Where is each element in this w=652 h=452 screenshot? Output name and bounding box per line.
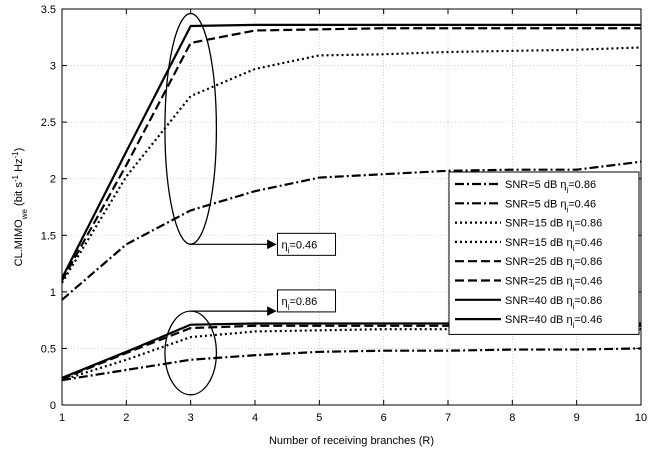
x-tick-label: 9 — [574, 412, 580, 424]
y-tick-label: 3.5 — [41, 4, 56, 16]
y-tick-label: 1 — [50, 287, 56, 299]
legend: SNR=5 dB ηi=0.86 SNR=5 dB ηi=0.46 SNR=15 d… — [448, 171, 640, 335]
x-tick-label: 2 — [123, 412, 129, 424]
series-line-3 — [61, 328, 641, 382]
series-line-6 — [61, 27, 641, 282]
y-tick-label: 0.5 — [41, 343, 56, 355]
y-tick-label: 1.5 — [41, 230, 56, 242]
series-line-2 — [61, 160, 642, 301]
x-tick-label: 10 — [635, 412, 647, 424]
annotation-box-1 — [277, 232, 337, 256]
axis-ticks: 1 2 3 4 5 6 7 8 9 10 0 0.5 1 1.5 2 2.5 3 3.5 — [41, 4, 647, 424]
legend-label-2: SNR=5 dB ηi=0.46 — [505, 198, 596, 214]
legend-label-5: SNR=25 dB ηi=0.86 — [505, 256, 602, 272]
x-tick-label: 1 — [59, 412, 65, 424]
y-axis-label: CL.MIMOwe (bit s-1 Hz-1) — [11, 148, 29, 267]
legend-label-7: SNR=40 dB ηi=0.86 — [505, 295, 602, 311]
y-tick-label: 2 — [50, 174, 56, 186]
series-line-5 — [61, 324, 641, 380]
series-line-1 — [61, 347, 642, 382]
legend-label-8: SNR=40 dB ηi=0.46 — [505, 314, 602, 330]
annotation-box-2 — [277, 289, 337, 313]
legend-label-1: SNR=5 dB ηi=0.86 — [505, 179, 596, 195]
series-line-4 — [61, 46, 642, 284]
annotation-layer: ηi=0.46 ηi=0.86 — [164, 12, 337, 396]
annotation-label-1: ηi=0.46 — [282, 239, 318, 255]
y-tick-label: 3 — [50, 61, 56, 73]
x-tick-label: 8 — [509, 412, 515, 424]
x-axis-label: Number of receiving branches (R) — [269, 435, 434, 447]
annotation-label-2: ηi=0.86 — [282, 296, 318, 312]
x-tick-label: 6 — [381, 412, 387, 424]
plot-frame — [61, 8, 642, 406]
series-line-8 — [61, 23, 641, 279]
x-tick-label: 4 — [252, 412, 258, 424]
x-tick-label: 3 — [188, 412, 194, 424]
x-tick-label: 7 — [445, 412, 451, 424]
x-tick-label: 5 — [316, 412, 322, 424]
y-tick-label: 0 — [50, 400, 56, 412]
legend-label-4: SNR=15 dB ηi=0.46 — [505, 237, 602, 253]
legend-label-6: SNR=25 dB ηi=0.46 — [505, 276, 602, 292]
y-tick-label: 2.5 — [41, 117, 56, 129]
legend-box — [448, 171, 640, 335]
legend-label-3: SNR=15 dB ηi=0.86 — [505, 218, 602, 234]
